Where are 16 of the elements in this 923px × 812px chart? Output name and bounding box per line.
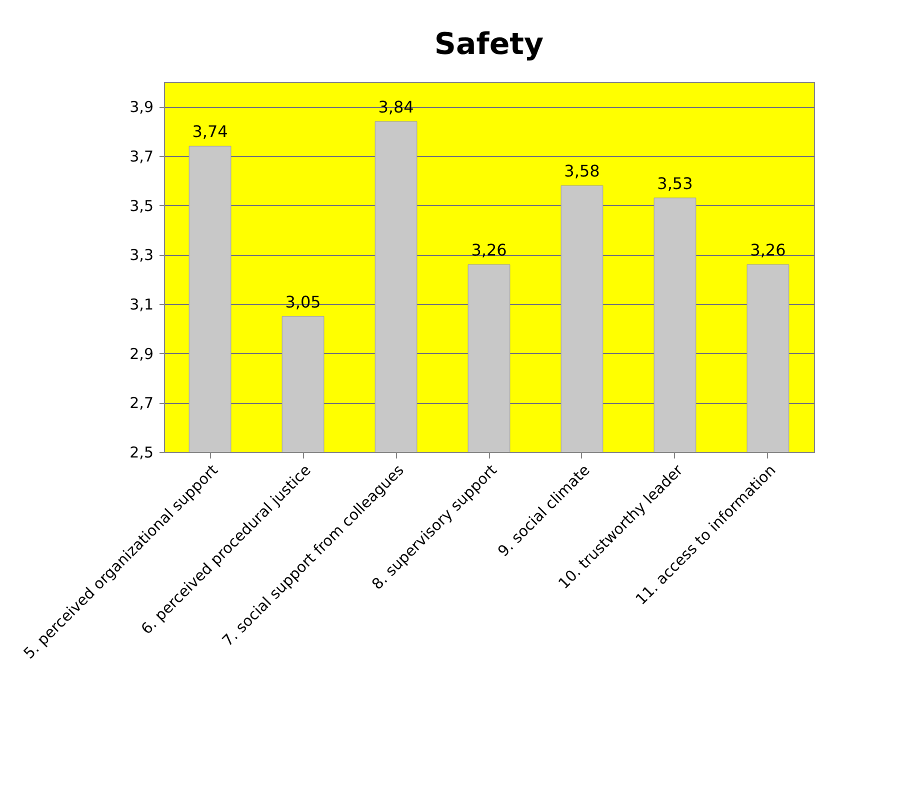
y-tick-label: 3,7: [130, 148, 154, 166]
data-label: 3,05: [285, 292, 321, 312]
y-tick-label: 2,7: [130, 394, 154, 412]
y-tick-label: 2,9: [130, 344, 154, 363]
data-label: 3,84: [378, 97, 414, 116]
data-label: 3,74: [192, 122, 228, 142]
data-label: 3,26: [471, 240, 507, 260]
data-label: 3,58: [564, 162, 600, 181]
y-tick-label: 3,5: [130, 196, 154, 215]
chart-title: Safety: [434, 27, 544, 62]
data-label: 3,26: [750, 240, 786, 260]
y-tick-label: 3,3: [130, 246, 154, 264]
y-tick-label: 3,1: [130, 296, 154, 314]
y-tick-label: 2,5: [130, 444, 154, 462]
y-tick-label: 3,9: [130, 98, 154, 116]
data-label: 3,53: [657, 174, 693, 193]
